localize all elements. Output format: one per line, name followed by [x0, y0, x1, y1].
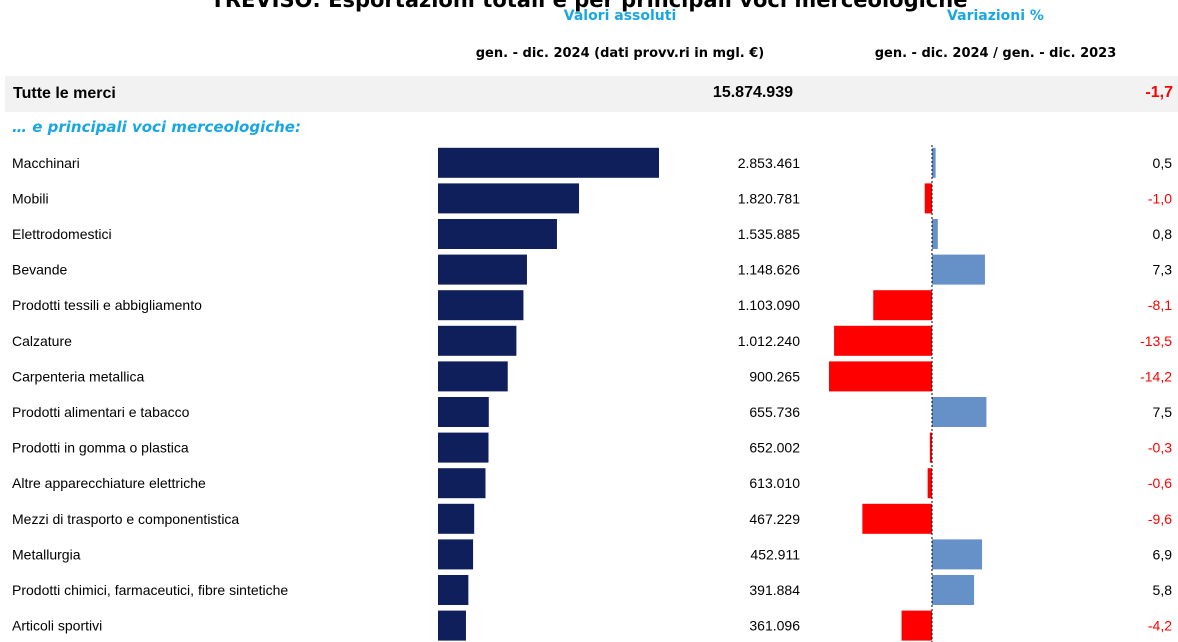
chart-title: TREVISO: Esportazioni totali e per princ…	[210, 0, 968, 12]
variation-bar	[862, 503, 932, 534]
absolute-value-bar	[438, 325, 517, 356]
absolute-value-label: 391.884	[749, 582, 800, 598]
absolute-value-label: 1.820.781	[738, 190, 800, 206]
absolute-value-label: 655.736	[749, 404, 800, 420]
variation-bar	[873, 290, 932, 321]
variation-label: 0,5	[1153, 155, 1173, 171]
absolute-value-bar	[438, 610, 466, 641]
total-value: 15.874.939	[712, 84, 793, 101]
absolute-value-label: 1.012.240	[738, 333, 800, 349]
header-variations-period: gen. - dic. 2024 / gen. - dic. 2023	[874, 46, 1117, 61]
variation-label: -0,6	[1148, 475, 1172, 491]
variation-bar	[927, 468, 932, 499]
absolute-value-bar	[438, 183, 580, 214]
absolute-value-bar	[438, 503, 475, 534]
subtitle: … e principali voci merceologiche:	[12, 118, 301, 136]
absolute-value-label: 613.010	[749, 475, 800, 491]
variation-bar	[932, 219, 938, 249]
category-label: Articoli sportivi	[12, 618, 102, 634]
category-label: Bevande	[12, 262, 67, 278]
total-row: Tutte le merci 15.874.939 -1,7	[5, 76, 1178, 112]
absolute-value-bar	[438, 539, 474, 570]
absolute-value-bar	[438, 219, 557, 249]
variation-label: -14,2	[1140, 368, 1172, 384]
absolute-value-bar	[438, 397, 489, 427]
variation-label: 6,9	[1153, 546, 1173, 562]
variation-bar	[932, 575, 975, 605]
category-label: Mezzi di trasporto e componentistica	[12, 511, 239, 527]
category-label: Prodotti alimentari e tabacco	[12, 404, 190, 420]
variation-bar	[932, 254, 985, 285]
absolute-value-label: 2.853.461	[738, 155, 800, 171]
total-pct: -1,7	[1145, 84, 1173, 101]
variation-label: -9,6	[1148, 511, 1172, 527]
absolute-value-label: 652.002	[749, 440, 800, 456]
absolute-value-bar	[438, 432, 489, 463]
absolute-value-label: 900.265	[749, 368, 800, 384]
category-label: Prodotti in gomma o plastica	[12, 440, 189, 456]
variation-label: -0,3	[1148, 440, 1172, 456]
category-label: Prodotti tessili e abbigliamento	[12, 297, 202, 313]
category-label: Macchinari	[12, 155, 80, 171]
header-variations: Variazioni %	[947, 8, 1044, 24]
header-absolute-period: gen. - dic. 2024 (dati provv.ri in mgl. …	[475, 46, 765, 61]
variation-label: 7,5	[1153, 404, 1173, 420]
total-label: Tutte le merci	[13, 85, 116, 102]
absolute-value-bar	[438, 468, 486, 499]
category-label: Prodotti chimici, farmaceutici, fibre si…	[12, 582, 288, 598]
absolute-value-label: 1.103.090	[738, 297, 800, 313]
absolute-value-bar	[438, 575, 469, 605]
variation-bar	[834, 325, 932, 356]
category-label: Altre apparecchiature elettriche	[12, 475, 206, 491]
variation-label: 0,8	[1153, 226, 1173, 242]
category-label: Metallurgia	[12, 546, 81, 562]
variation-bar	[932, 397, 987, 427]
variation-bar	[929, 432, 932, 463]
variation-label: 7,3	[1153, 262, 1173, 278]
header-absolute-values: Valori assoluti	[563, 8, 677, 24]
variation-bar	[932, 147, 936, 178]
absolute-value-bar	[438, 254, 527, 285]
category-label: Carpenteria metallica	[12, 368, 144, 384]
variation-label: -13,5	[1140, 333, 1172, 349]
absolute-value-label: 452.911	[750, 546, 800, 562]
variation-label: -4,2	[1148, 618, 1172, 634]
variation-bar	[932, 539, 983, 570]
category-label: Mobili	[12, 190, 49, 206]
absolute-value-label: 467.229	[749, 511, 800, 527]
category-label: Elettrodomestici	[12, 226, 112, 242]
variation-label: -1,0	[1148, 190, 1172, 206]
category-label: Calzature	[12, 333, 72, 349]
absolute-value-label: 1.535.885	[738, 226, 800, 242]
variation-bar	[924, 183, 932, 214]
absolute-value-label: 361.096	[749, 618, 800, 634]
variation-label: 5,8	[1153, 582, 1173, 598]
absolute-value-bar	[438, 147, 659, 178]
variation-bar	[829, 361, 932, 392]
absolute-value-label: 1.148.626	[738, 262, 800, 278]
variation-bar	[901, 610, 932, 641]
absolute-value-bar	[438, 290, 524, 321]
variation-label: -8,1	[1148, 297, 1172, 313]
absolute-value-bar	[438, 361, 508, 392]
